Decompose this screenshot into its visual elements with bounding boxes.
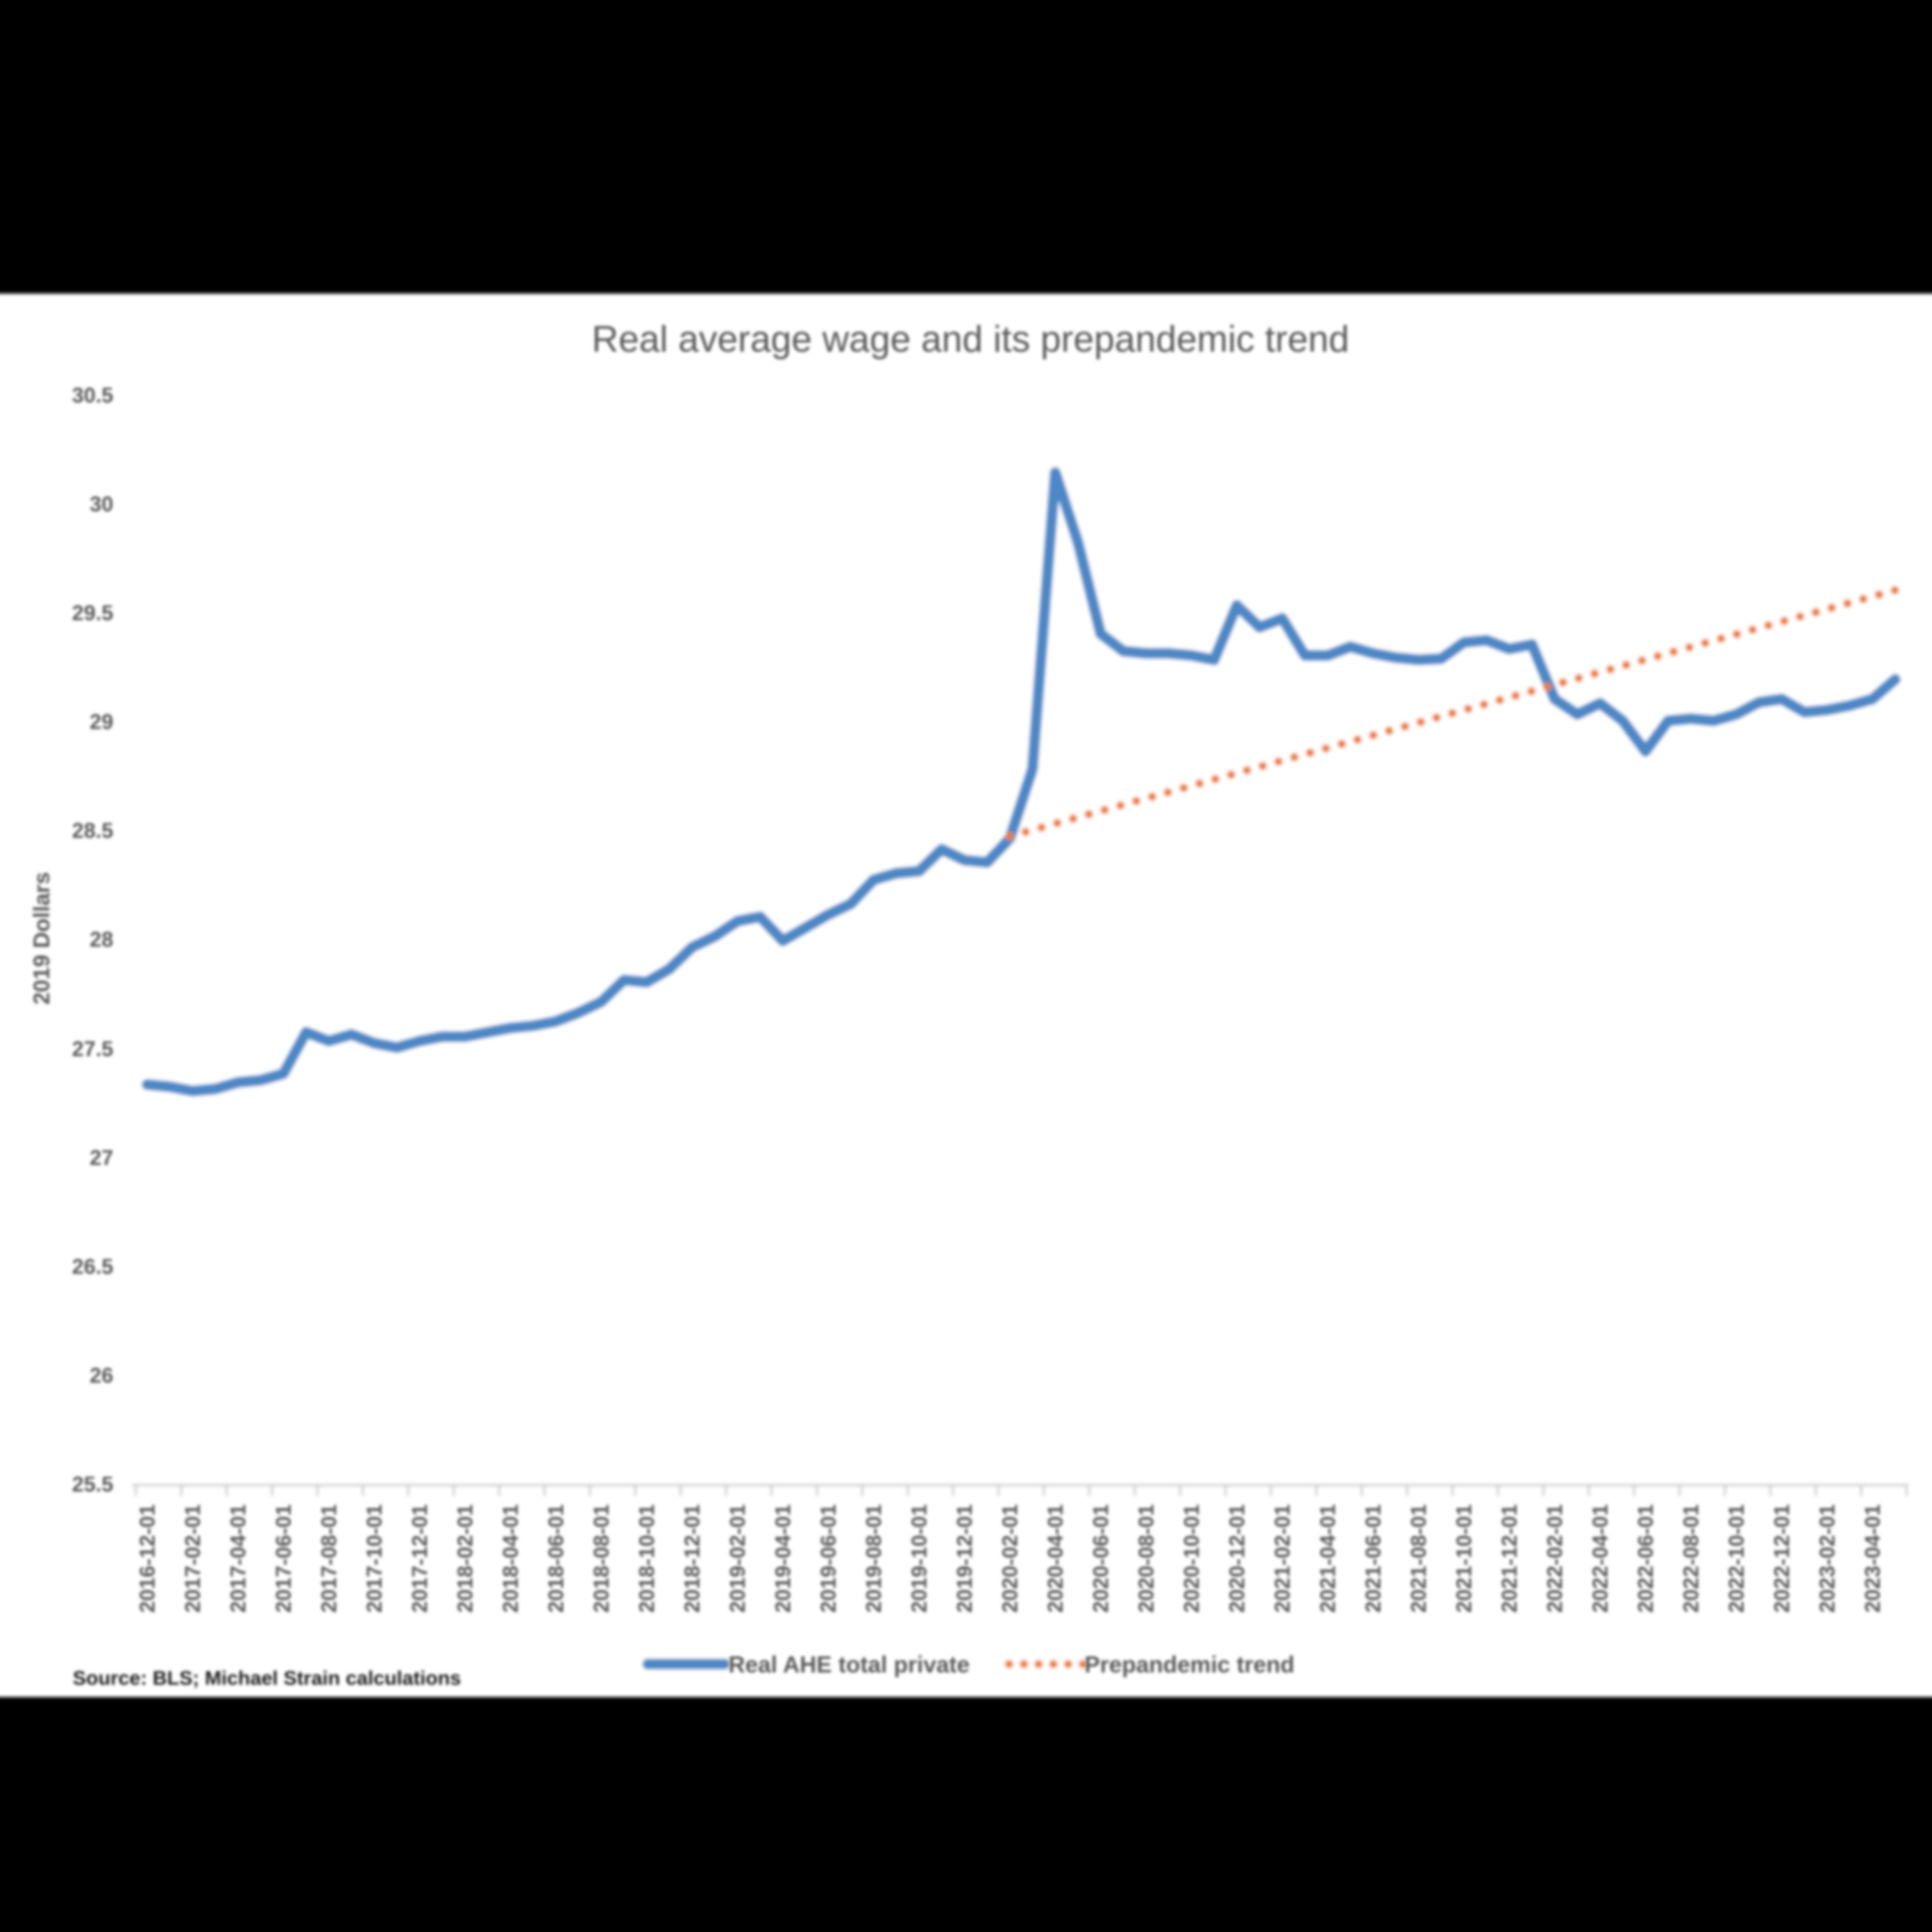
svg-text:2023-02-01: 2023-02-01 bbox=[1815, 1504, 1839, 1613]
svg-text:2017-10-01: 2017-10-01 bbox=[363, 1504, 386, 1613]
svg-text:2019-02-01: 2019-02-01 bbox=[726, 1504, 750, 1613]
svg-text:2019-06-01: 2019-06-01 bbox=[817, 1504, 840, 1613]
svg-text:2019-04-01: 2019-04-01 bbox=[771, 1504, 795, 1613]
svg-text:2018-06-01: 2018-06-01 bbox=[544, 1504, 568, 1613]
svg-text:27.5: 27.5 bbox=[72, 1037, 113, 1061]
svg-text:2021-12-01: 2021-12-01 bbox=[1497, 1504, 1521, 1613]
svg-text:2018-02-01: 2018-02-01 bbox=[453, 1504, 477, 1613]
svg-text:2020-06-01: 2020-06-01 bbox=[1089, 1504, 1113, 1613]
svg-text:2016-12-01: 2016-12-01 bbox=[135, 1504, 159, 1613]
svg-text:2017-04-01: 2017-04-01 bbox=[226, 1504, 250, 1613]
svg-text:2017-08-01: 2017-08-01 bbox=[317, 1504, 341, 1613]
svg-text:30: 30 bbox=[90, 492, 113, 516]
svg-text:2022-12-01: 2022-12-01 bbox=[1770, 1504, 1794, 1613]
svg-text:2020-10-01: 2020-10-01 bbox=[1180, 1504, 1204, 1613]
svg-text:2020-02-01: 2020-02-01 bbox=[998, 1504, 1022, 1613]
svg-text:2019-08-01: 2019-08-01 bbox=[862, 1504, 886, 1613]
svg-text:2018-12-01: 2018-12-01 bbox=[680, 1504, 704, 1613]
svg-text:26.5: 26.5 bbox=[72, 1255, 113, 1278]
svg-text:25.5: 25.5 bbox=[72, 1472, 113, 1496]
svg-text:2022-02-01: 2022-02-01 bbox=[1543, 1504, 1567, 1613]
svg-text:2022-04-01: 2022-04-01 bbox=[1588, 1504, 1612, 1613]
svg-text:2018-08-01: 2018-08-01 bbox=[589, 1504, 613, 1613]
svg-text:2019-10-01: 2019-10-01 bbox=[907, 1504, 931, 1613]
svg-text:30.5: 30.5 bbox=[72, 383, 113, 407]
svg-text:2018-04-01: 2018-04-01 bbox=[498, 1504, 522, 1613]
svg-text:2022-10-01: 2022-10-01 bbox=[1725, 1504, 1748, 1613]
svg-text:28.5: 28.5 bbox=[72, 819, 113, 842]
svg-text:26: 26 bbox=[90, 1363, 113, 1387]
svg-text:2022-08-01: 2022-08-01 bbox=[1679, 1504, 1703, 1613]
svg-text:2021-06-01: 2021-06-01 bbox=[1361, 1504, 1385, 1613]
svg-text:2019-12-01: 2019-12-01 bbox=[952, 1504, 976, 1613]
svg-text:29.5: 29.5 bbox=[72, 601, 113, 625]
svg-text:2019 Dollars: 2019 Dollars bbox=[30, 872, 55, 1005]
svg-text:Source: BLS; Michael Strain ca: Source: BLS; Michael Strain calculations bbox=[73, 1667, 461, 1689]
svg-text:2017-02-01: 2017-02-01 bbox=[181, 1504, 205, 1613]
svg-text:2020-08-01: 2020-08-01 bbox=[1134, 1504, 1158, 1613]
svg-text:2023-04-01: 2023-04-01 bbox=[1861, 1504, 1884, 1613]
svg-text:2021-10-01: 2021-10-01 bbox=[1452, 1504, 1476, 1613]
svg-text:2021-04-01: 2021-04-01 bbox=[1316, 1504, 1340, 1613]
svg-text:28: 28 bbox=[90, 927, 113, 951]
svg-text:2020-12-01: 2020-12-01 bbox=[1225, 1504, 1249, 1613]
svg-text:2017-12-01: 2017-12-01 bbox=[408, 1504, 431, 1613]
svg-text:2018-10-01: 2018-10-01 bbox=[635, 1504, 659, 1613]
svg-text:2021-08-01: 2021-08-01 bbox=[1406, 1504, 1430, 1613]
svg-text:2021-02-01: 2021-02-01 bbox=[1271, 1504, 1294, 1613]
svg-text:Prepandemic trend: Prepandemic trend bbox=[1084, 1651, 1294, 1678]
svg-text:29: 29 bbox=[90, 710, 113, 734]
svg-text:27: 27 bbox=[90, 1146, 113, 1170]
svg-text:Real average wage and its prep: Real average wage and its prepandemic tr… bbox=[592, 319, 1349, 360]
svg-text:2017-06-01: 2017-06-01 bbox=[272, 1504, 296, 1613]
svg-text:2020-04-01: 2020-04-01 bbox=[1043, 1504, 1067, 1613]
svg-text:Real AHE total private: Real AHE total private bbox=[728, 1651, 970, 1678]
svg-text:2022-06-01: 2022-06-01 bbox=[1634, 1504, 1658, 1613]
